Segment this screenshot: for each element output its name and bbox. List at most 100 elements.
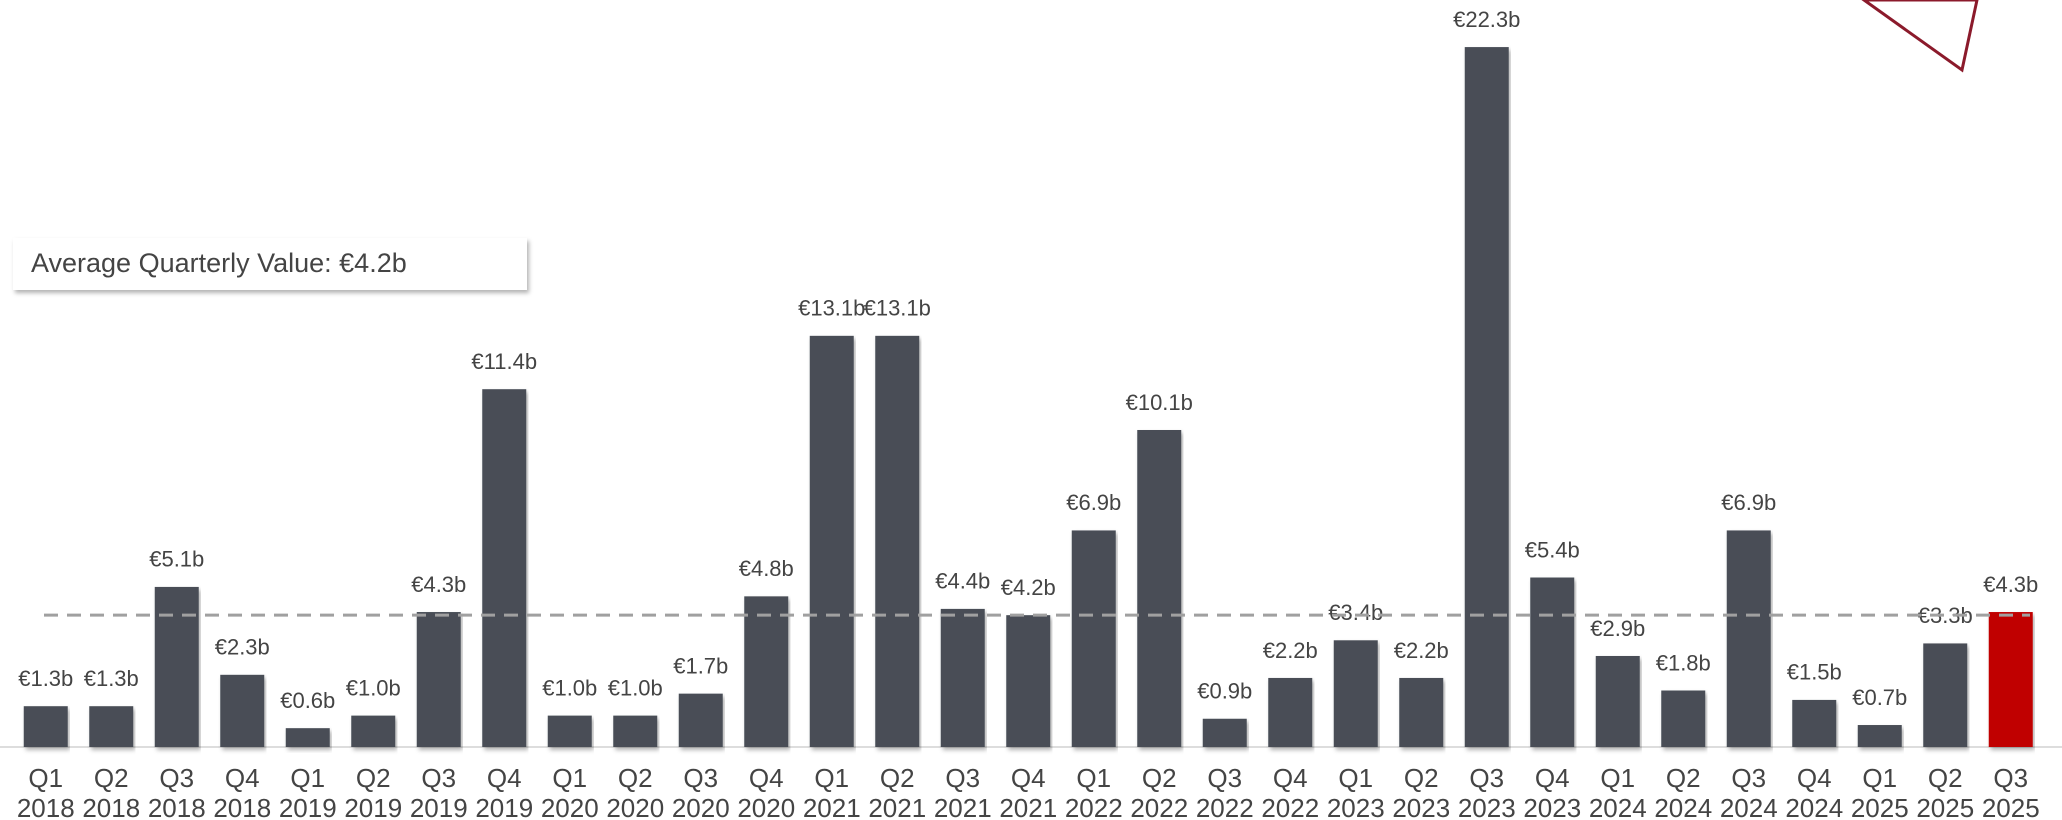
- bar: [1268, 677, 1313, 747]
- x-tick-line: Q3: [1993, 763, 2028, 793]
- x-tick-line: Q1: [28, 763, 63, 793]
- x-tick-line: Q2: [1666, 763, 1701, 793]
- x-tick-line: Q1: [814, 763, 849, 793]
- bar: [416, 612, 461, 747]
- bar: [23, 706, 68, 747]
- x-tick-label: Q3 2025: [1982, 763, 2040, 820]
- x-tick-label: Q1 2022: [1065, 763, 1123, 820]
- x-tick-label: Q3 2022: [1196, 763, 1254, 820]
- x-tick-line: Q3: [421, 763, 456, 793]
- value-label: €1.0b: [608, 675, 663, 700]
- value-label: €6.9b: [1721, 490, 1776, 515]
- bar: [1464, 47, 1509, 747]
- x-tick-line: Q1: [1600, 763, 1635, 793]
- value-label: €4.8b: [739, 556, 794, 581]
- x-tick-line: 2021: [868, 793, 926, 820]
- x-tick-line: 2022: [1261, 793, 1319, 820]
- x-tick-label: Q3 2023: [1458, 763, 1516, 820]
- x-tick-line: 2021: [999, 793, 1057, 820]
- x-tick-line: 2020: [672, 793, 730, 820]
- x-tick-line: 2019: [410, 793, 468, 820]
- bar: [89, 706, 134, 747]
- x-tick-label: Q4 2019: [475, 763, 533, 820]
- x-tick-label: Q1 2023: [1327, 763, 1385, 820]
- bar: [154, 586, 199, 747]
- value-label: €0.6b: [280, 688, 335, 713]
- x-tick-label: Q4 2021: [999, 763, 1057, 820]
- average-label: Average Quarterly Value: €4.2b: [31, 248, 407, 278]
- x-tick-label: Q3 2018: [148, 763, 206, 820]
- value-label: €13.1b: [864, 296, 931, 321]
- value-label: €1.8b: [1656, 650, 1711, 675]
- value-label: €4.4b: [935, 569, 990, 594]
- x-tick-line: Q4: [749, 763, 784, 793]
- x-tick-label: Q1 2025: [1851, 763, 1909, 820]
- x-tick-line: Q2: [356, 763, 391, 793]
- bar: [1923, 643, 1968, 747]
- x-tick-line: 2022: [1196, 793, 1254, 820]
- x-tick-line: 2018: [17, 793, 75, 820]
- x-tick-line: Q3: [1469, 763, 1504, 793]
- x-tick-line: Q1: [1862, 763, 1897, 793]
- x-tick-line: Q1: [1076, 763, 1111, 793]
- bar: [1595, 655, 1640, 747]
- bar: [678, 693, 723, 747]
- value-label: €1.3b: [18, 666, 73, 691]
- x-tick-line: Q1: [1338, 763, 1373, 793]
- x-tick-line: 2021: [934, 793, 992, 820]
- bar: [613, 715, 658, 747]
- value-label: €4.2b: [1001, 575, 1056, 600]
- bar: [1726, 530, 1771, 747]
- x-tick-line: 2018: [82, 793, 140, 820]
- x-tick-line: Q2: [618, 763, 653, 793]
- x-tick-label: Q2 2023: [1392, 763, 1450, 820]
- x-tick-line: 2023: [1458, 793, 1516, 820]
- x-tick-label: Q4 2022: [1261, 763, 1319, 820]
- x-tick-label: Q1 2020: [541, 763, 599, 820]
- value-label: €2.2b: [1263, 638, 1318, 663]
- x-tick-line: 2025: [1916, 793, 1974, 820]
- bar: [1333, 640, 1378, 747]
- x-tick-label: Q3 2024: [1720, 763, 1778, 820]
- x-tick-label: Q2 2022: [1130, 763, 1188, 820]
- x-tick-line: Q4: [1535, 763, 1570, 793]
- x-tick-label: Q1 2021: [803, 763, 861, 820]
- x-tick-line: Q2: [880, 763, 915, 793]
- value-label: €22.3b: [1453, 7, 1520, 32]
- x-tick-label: Q3 2020: [672, 763, 730, 820]
- bar: [940, 608, 985, 747]
- x-tick-line: Q3: [683, 763, 718, 793]
- bar: [351, 715, 396, 747]
- x-tick-line: 2020: [606, 793, 664, 820]
- x-tick-line: Q4: [1273, 763, 1308, 793]
- x-tick-line: Q4: [487, 763, 522, 793]
- x-tick-line: 2018: [213, 793, 271, 820]
- x-tick-line: 2018: [148, 793, 206, 820]
- x-tick-line: 2021: [803, 793, 861, 820]
- x-tick-line: 2020: [541, 793, 599, 820]
- x-tick-line: 2025: [1851, 793, 1909, 820]
- x-tick-line: 2025: [1982, 793, 2040, 820]
- x-tick-line: Q2: [1404, 763, 1439, 793]
- x-tick-label: Q1 2024: [1589, 763, 1647, 820]
- x-tick-line: Q3: [159, 763, 194, 793]
- x-tick-line: Q3: [1207, 763, 1242, 793]
- x-tick-label: Q2 2020: [606, 763, 664, 820]
- x-tick-label: Q4 2018: [213, 763, 271, 820]
- value-label: €1.3b: [84, 666, 139, 691]
- bar: [1857, 725, 1902, 747]
- bar: [809, 335, 854, 747]
- x-tick-line: 2024: [1720, 793, 1778, 820]
- bar: [1530, 577, 1575, 747]
- x-tick-label: Q4 2020: [737, 763, 795, 820]
- bar: [1006, 615, 1051, 747]
- x-tick-line: Q2: [1928, 763, 1963, 793]
- x-tick-label: Q2 2025: [1916, 763, 1974, 820]
- bar: [1792, 699, 1837, 747]
- bar: [1137, 429, 1182, 747]
- x-tick-label: Q1 2018: [17, 763, 75, 820]
- x-tick-line: 2023: [1523, 793, 1581, 820]
- bar: [220, 674, 265, 747]
- bar: [285, 728, 330, 747]
- x-tick-line: 2019: [344, 793, 402, 820]
